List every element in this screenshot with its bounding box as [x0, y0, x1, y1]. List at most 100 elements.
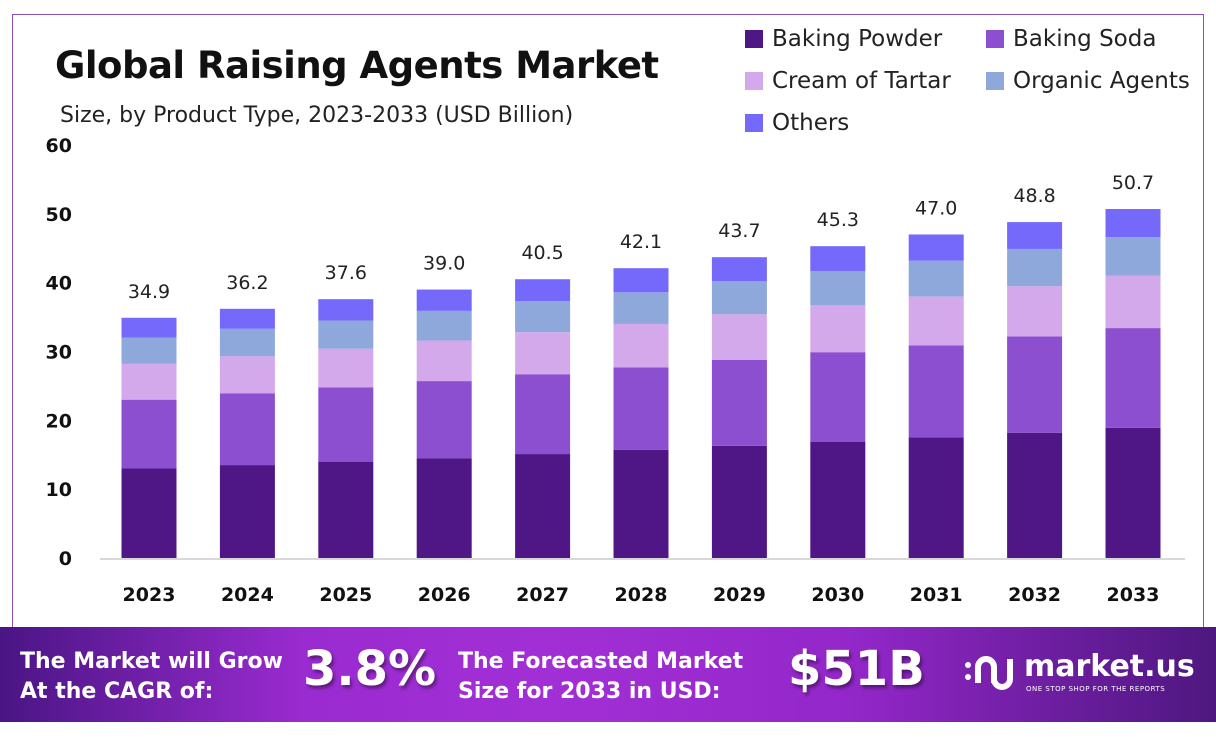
- cagr-value: 3.8%: [303, 641, 437, 697]
- bar-segment-others: [810, 246, 866, 271]
- bar-segment-organic-agents: [1007, 248, 1063, 287]
- total-label: 36.2: [226, 272, 268, 294]
- bar-segment-cream-of-tartar: [613, 323, 669, 368]
- forecast-label-line2: Size for 2033 in USD:: [458, 679, 721, 704]
- bar-segment-baking-soda: [810, 352, 866, 442]
- y-tick-label: 60: [46, 135, 72, 157]
- bar-segment-baking-powder: [121, 468, 177, 558]
- bar-segment-organic-agents: [613, 292, 669, 324]
- bar-segment-others: [219, 308, 275, 329]
- legend-item-others: Others: [745, 110, 849, 136]
- legend-label: Cream of Tartar: [772, 68, 951, 94]
- bar-segment-cream-of-tartar: [810, 305, 866, 353]
- bar-segment-baking-powder: [810, 441, 866, 558]
- bar-segment-organic-agents: [810, 270, 866, 306]
- total-label: 45.3: [817, 209, 859, 231]
- y-tick-label: 20: [46, 410, 72, 432]
- legend-label: Organic Agents: [1013, 68, 1190, 94]
- bar-segment-others: [711, 257, 767, 282]
- y-tick-label: 10: [46, 479, 72, 501]
- legend-swatch: [745, 114, 763, 132]
- market-us-logo: market.us ONE STOP SHOP FOR THE REPORTS: [962, 649, 1195, 699]
- bar-segment-others: [121, 317, 177, 338]
- bar-segment-baking-powder: [711, 445, 767, 558]
- bar-segment-others: [416, 289, 472, 311]
- bar-segment-baking-soda: [711, 359, 767, 446]
- bar-segment-cream-of-tartar: [219, 356, 275, 394]
- x-tick-label: 2023: [123, 584, 176, 606]
- legend-swatch: [745, 30, 763, 48]
- bar-segment-baking-powder: [416, 458, 472, 558]
- total-label: 47.0: [915, 197, 957, 219]
- bar-segment-cream-of-tartar: [515, 332, 571, 375]
- chart-subtitle: Size, by Product Type, 2023-2033 (USD Bi…: [60, 103, 574, 128]
- y-tick-label: 40: [46, 273, 72, 295]
- x-tick-label: 2024: [221, 584, 274, 606]
- bar-segment-cream-of-tartar: [711, 314, 767, 360]
- bar-segment-baking-soda: [219, 393, 275, 466]
- bar-segment-baking-soda: [1007, 336, 1063, 433]
- bar-segment-baking-soda: [416, 381, 472, 459]
- y-tick-label: 30: [46, 342, 72, 364]
- logo-tagline: ONE STOP SHOP FOR THE REPORTS: [1026, 685, 1166, 693]
- x-tick-label: 2030: [811, 584, 864, 606]
- bar-segment-organic-agents: [908, 260, 964, 297]
- bar-segment-cream-of-tartar: [908, 296, 964, 346]
- legend-item-cream-of-tartar: Cream of Tartar: [745, 68, 951, 94]
- bar-segment-others: [1007, 222, 1063, 249]
- x-tick-label: 2032: [1008, 584, 1061, 606]
- bar-segment-organic-agents: [318, 320, 374, 349]
- x-tick-label: 2029: [713, 584, 766, 606]
- total-label: 37.6: [325, 262, 367, 284]
- x-tick-label: 2027: [516, 584, 569, 606]
- legend-label: Baking Soda: [1013, 26, 1157, 52]
- bar-segment-baking-soda: [908, 345, 964, 438]
- y-tick-label: 0: [59, 548, 72, 570]
- forecast-label: The Forecasted Market Size for 2033 in US…: [458, 647, 743, 707]
- cagr-label: The Market will Grow At the CAGR of:: [20, 647, 283, 707]
- bar-segment-baking-soda: [318, 387, 374, 462]
- logo-mark-icon: [965, 656, 1013, 690]
- bar-segment-organic-agents: [219, 328, 275, 357]
- chart-frame: [12, 14, 1204, 714]
- bar-segment-baking-powder: [1007, 432, 1063, 558]
- chart-title: Global Raising Agents Market: [55, 44, 659, 87]
- bar-segment-others: [613, 268, 669, 293]
- legend-label: Others: [772, 110, 850, 136]
- y-tick-label: 50: [46, 204, 72, 226]
- legend-item-baking-powder: Baking Powder: [745, 26, 942, 52]
- bar-segment-cream-of-tartar: [121, 363, 177, 400]
- total-label: 42.1: [620, 231, 662, 253]
- bar-segment-baking-powder: [219, 465, 275, 558]
- bar-segment-others: [515, 279, 571, 302]
- stacked-bar-chart: 010203040506034.9202336.2202437.6202539.…: [46, 135, 1185, 606]
- bar-segment-cream-of-tartar: [1105, 275, 1161, 329]
- x-tick-label: 2026: [418, 584, 471, 606]
- bar-segment-baking-powder: [908, 437, 964, 558]
- legend-item-organic-agents: Organic Agents: [986, 68, 1190, 94]
- forecast-label-line1: The Forecasted Market: [458, 649, 744, 674]
- bar-segment-baking-powder: [613, 449, 669, 558]
- bar-segment-others: [318, 299, 374, 321]
- x-tick-label: 2033: [1107, 584, 1160, 606]
- bar-segment-baking-soda: [1105, 328, 1161, 428]
- total-label: 39.0: [423, 253, 465, 275]
- forecast-value: $51B: [788, 641, 925, 697]
- legend-swatch: [986, 72, 1004, 90]
- bar-segment-baking-powder: [1105, 427, 1161, 558]
- legend-swatch: [986, 30, 1004, 48]
- legend-label: Baking Powder: [772, 26, 943, 52]
- total-label: 48.8: [1013, 185, 1055, 207]
- bar-segment-cream-of-tartar: [1007, 286, 1063, 337]
- total-label: 40.5: [521, 242, 563, 264]
- bar-segment-baking-soda: [613, 367, 669, 450]
- cagr-label-line2: At the CAGR of:: [20, 679, 214, 704]
- bar-segment-organic-agents: [711, 281, 767, 315]
- bar-segment-cream-of-tartar: [416, 340, 472, 382]
- total-label: 34.9: [128, 281, 170, 303]
- logo-name: market.us: [1024, 649, 1195, 684]
- bar-segment-baking-powder: [515, 454, 571, 558]
- x-tick-label: 2025: [319, 584, 372, 606]
- bar-segment-baking-soda: [121, 399, 177, 469]
- legend-swatch: [745, 72, 763, 90]
